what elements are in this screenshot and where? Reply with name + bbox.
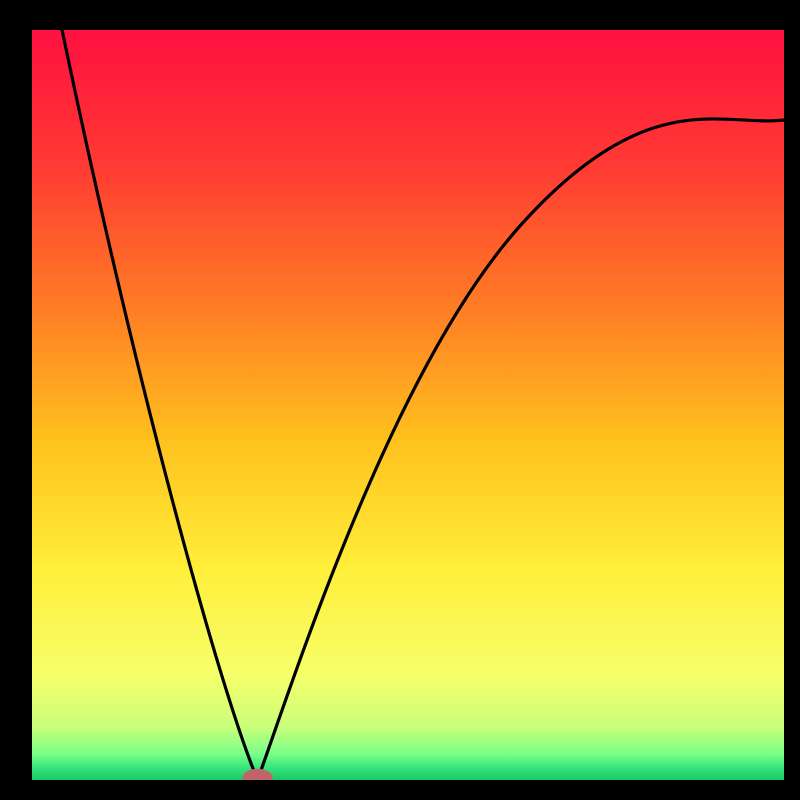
plot-background — [32, 30, 784, 780]
chart-stage: TheBottleneck.com — [0, 0, 800, 800]
chart-svg — [32, 30, 784, 780]
plot-area — [32, 30, 784, 780]
